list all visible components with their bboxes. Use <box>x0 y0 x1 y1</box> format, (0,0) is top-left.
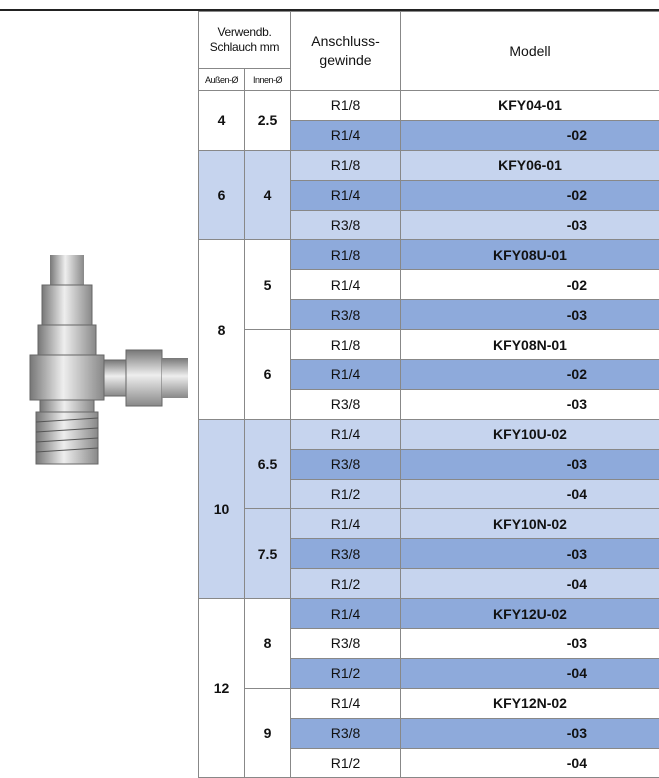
thread: R3/8 <box>290 388 401 420</box>
thread: R1/2 <box>290 478 401 510</box>
thread: R1/8 <box>290 90 401 121</box>
thread: R3/8 <box>290 628 401 659</box>
row: R1/4 -02 <box>199 359 659 390</box>
row: 10 6.5 R1/4 KFY10U-02 <box>198 418 659 600</box>
header-outer: Außen-Ø <box>198 68 245 91</box>
thread: R1/8 <box>290 239 401 271</box>
model: -04 <box>400 657 659 689</box>
model: -03 <box>400 717 659 749</box>
row: 4 2.5 R1/8 KFY04-01 <box>198 90 659 151</box>
top-rule <box>0 9 659 11</box>
row: 9 R1/4 KFY12N-02 <box>199 687 659 778</box>
model: KFY08N-01 <box>400 329 659 361</box>
thread: R3/8 <box>290 538 401 570</box>
product-photo <box>29 255 188 465</box>
thread: R3/8 <box>290 299 401 331</box>
thread: R1/8 <box>290 149 401 181</box>
row: 12 8 R1/4 KFY12U-02 <box>198 598 659 778</box>
thread: R1/8 <box>290 329 401 361</box>
row: R3/8 -03 <box>199 209 659 241</box>
outer-diameter: 4 <box>198 90 245 151</box>
thread: R1/4 <box>290 179 401 211</box>
thread: R1/2 <box>290 568 401 600</box>
outer-diameter: 6 <box>198 149 245 241</box>
thread: R1/4 <box>290 687 401 719</box>
inner-diameter: 6.5 <box>244 418 291 510</box>
inner-diameter: 9 <box>244 687 291 778</box>
row: R1/2 -04 <box>199 568 659 600</box>
row: 8 5 R1/8 KFY08U-01 <box>198 239 659 420</box>
row: R3/8 -03 <box>199 299 659 331</box>
model: KFY10N-02 <box>400 508 659 540</box>
spec-table: Verwendb. Schlauch mm Anschluss- gewinde… <box>198 11 659 778</box>
header-inner: Innen-Ø <box>244 68 291 91</box>
row: R1/2 -04 <box>199 478 659 510</box>
table-wrap: Verwendb. Schlauch mm Anschluss- gewinde… <box>198 11 659 778</box>
outer-diameter: 8 <box>198 239 245 420</box>
row: 6 R1/8 KFY08N-01 <box>199 329 659 420</box>
row: R1/2 -04 <box>199 747 659 778</box>
model: -02 <box>400 179 659 211</box>
model: KFY10U-02 <box>400 418 659 450</box>
model: -03 <box>400 448 659 480</box>
row: R1/4 -02 <box>199 269 659 301</box>
model: -03 <box>400 299 659 331</box>
inner-diameter: 7.5 <box>244 508 291 600</box>
thread: R1/2 <box>290 657 401 689</box>
inner-diameter: 5 <box>244 239 291 331</box>
thread: R1/4 <box>290 418 401 450</box>
model: -04 <box>400 568 659 600</box>
row: R3/8 -03 <box>199 388 659 420</box>
thread: R3/8 <box>290 717 401 749</box>
model: KFY12U-02 <box>400 598 659 630</box>
thread: R1/4 <box>290 119 401 151</box>
model: -02 <box>400 269 659 301</box>
row: 7.5 R1/4 KFY10N-02 <box>199 508 659 600</box>
model: -02 <box>400 119 659 151</box>
row: R3/8 -03 <box>199 717 659 749</box>
row: R1/2 -04 <box>199 657 659 689</box>
inner-diameter: 4 <box>244 149 291 241</box>
model: KFY04-01 <box>400 90 659 121</box>
model: -03 <box>400 209 659 241</box>
model: -03 <box>400 388 659 420</box>
row: R3/8 -03 <box>199 538 659 570</box>
thread: R3/8 <box>290 209 401 241</box>
row: 6 4 R1/8 KFY06-01 <box>198 149 659 241</box>
outer-diameter: 12 <box>198 598 245 778</box>
model: -02 <box>400 359 659 390</box>
outer-diameter: 10 <box>198 418 245 600</box>
thread: R1/2 <box>290 747 401 778</box>
model: -03 <box>400 538 659 570</box>
thread: R3/8 <box>290 448 401 480</box>
header-model: Modell <box>400 11 659 91</box>
header-thread: Anschluss- gewinde <box>290 11 401 91</box>
thread: R1/4 <box>290 598 401 630</box>
model: -04 <box>400 747 659 778</box>
header-hose: Verwendb. Schlauch mm <box>198 11 291 69</box>
model: KFY06-01 <box>400 149 659 181</box>
thread: R1/4 <box>290 359 401 390</box>
row: R3/8 -03 <box>199 628 659 659</box>
inner-diameter: 6 <box>244 329 291 420</box>
model: KFY12N-02 <box>400 687 659 719</box>
model: -03 <box>400 628 659 659</box>
thread: R1/4 <box>290 508 401 540</box>
model: KFY08U-01 <box>400 239 659 271</box>
inner-diameter: 8 <box>244 598 291 689</box>
model: -04 <box>400 478 659 510</box>
thread: R1/4 <box>290 269 401 301</box>
inner-diameter: 2.5 <box>244 90 291 151</box>
